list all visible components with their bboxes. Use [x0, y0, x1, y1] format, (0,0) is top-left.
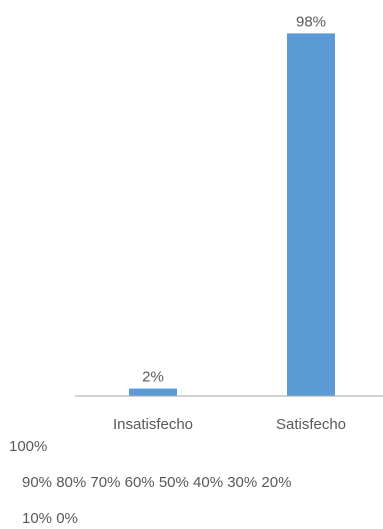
labels-layer: 2% Insatisfecho 98% Satisfecho	[113, 13, 346, 433]
category-label-insatisfecho: Insatisfecho	[113, 416, 193, 433]
y-tick-label-20: 20%	[261, 474, 292, 491]
y-tick-label-40: 40%	[193, 474, 224, 491]
y-tick-label-60: 60%	[124, 474, 155, 491]
y-tick-label-10: 10%	[22, 510, 53, 527]
y-tick-label-50: 50%	[158, 474, 189, 491]
y-tick-label-70: 70%	[90, 474, 121, 491]
y-tick-line-1: 100%	[9, 438, 47, 456]
y-tick-label-90: 90%	[22, 474, 53, 491]
bar-insatisfecho	[129, 388, 177, 396]
y-tick-label-30: 30%	[227, 474, 258, 491]
data-label-insatisfecho: 2%	[142, 369, 164, 386]
data-label-satisfecho: 98%	[296, 13, 326, 30]
y-tick-label-100: 100%	[9, 438, 48, 455]
bar-satisfecho	[287, 33, 335, 397]
y-tick-label-80: 80%	[56, 474, 87, 491]
bars-layer	[129, 33, 335, 397]
category-label-satisfecho: Satisfecho	[276, 416, 346, 433]
y-tick-line-2: 90% 80% 70% 60% 50% 40% 30% 20%	[22, 474, 291, 492]
y-tick-label-0: 0%	[56, 510, 78, 527]
y-tick-line-3: 10% 0%	[22, 510, 78, 528]
